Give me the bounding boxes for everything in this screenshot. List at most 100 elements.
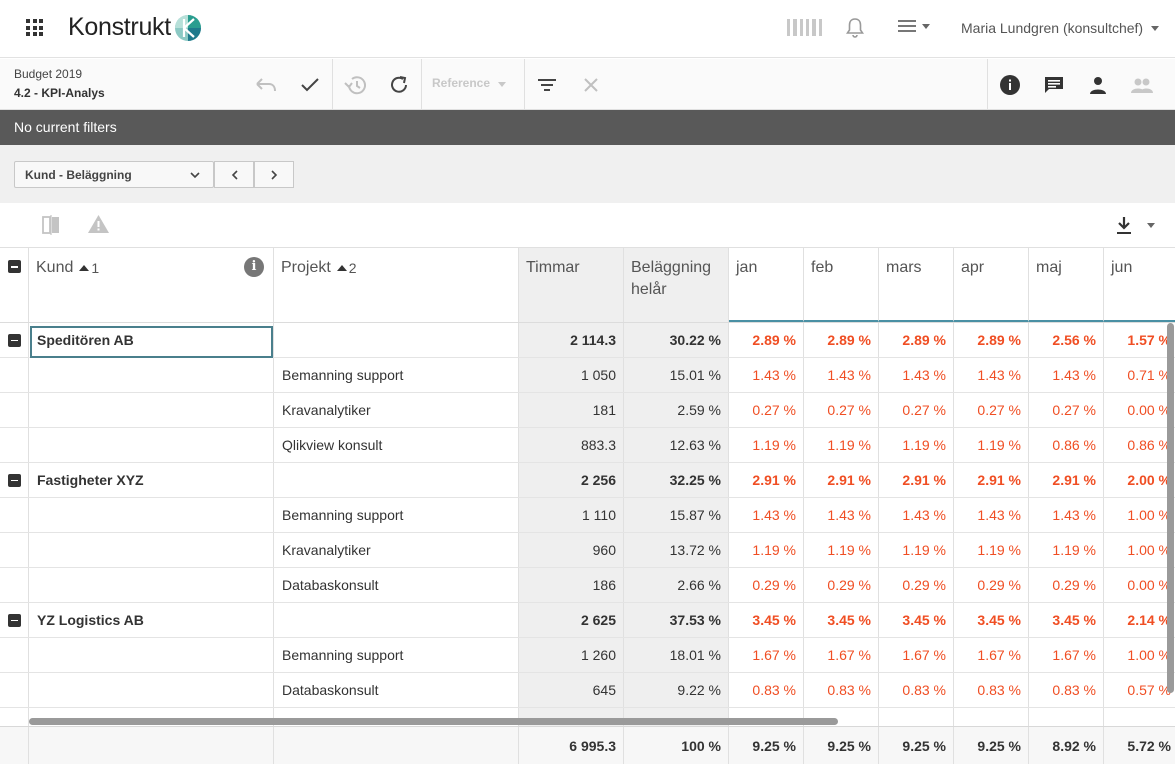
cell-kund[interactable] <box>29 673 274 707</box>
cell-belaggning[interactable]: 2.66 % <box>624 568 729 602</box>
cell-month-4[interactable]: 3.45 % <box>1029 603 1104 637</box>
cell-belaggning[interactable]: 13.72 % <box>624 533 729 567</box>
header-month-2[interactable]: mars <box>879 248 954 322</box>
cell-month-3[interactable]: 2.91 % <box>954 463 1029 497</box>
cell-month-2[interactable]: 1.19 % <box>879 533 954 567</box>
cell-belaggning[interactable]: 9.22 % <box>624 673 729 707</box>
cell-month-1[interactable]: 0.83 % <box>804 673 879 707</box>
cell-month-5[interactable]: 1.00 % <box>1104 498 1175 532</box>
cell-timmar[interactable]: 1 260 <box>519 638 624 672</box>
cell-month-1[interactable]: 3.45 % <box>804 603 879 637</box>
cell-timmar[interactable]: 1 050 <box>519 358 624 392</box>
info-button[interactable] <box>998 73 1022 97</box>
download-chevron-icon[interactable] <box>1147 223 1155 228</box>
cell-month-1[interactable]: 2.91 % <box>804 463 879 497</box>
header-month-5[interactable]: jun <box>1104 248 1175 322</box>
cell-month-0[interactable]: 1.19 % <box>729 428 804 462</box>
vertical-scrollbar[interactable] <box>1167 323 1174 693</box>
cell-month-2[interactable]: 1.19 % <box>879 428 954 462</box>
cell-month-2[interactable]: 1.43 % <box>879 358 954 392</box>
cell-month-5[interactable]: 1.00 % <box>1104 533 1175 567</box>
cell-month-5[interactable]: 0.00 % <box>1104 568 1175 602</box>
cell-projekt[interactable]: Databaskonsult <box>274 568 519 602</box>
header-month-0[interactable]: jan <box>729 248 804 322</box>
cell-month-3[interactable]: 1.43 % <box>954 358 1029 392</box>
cell-projekt[interactable]: Databaskonsult <box>274 673 519 707</box>
cell-month-2[interactable]: 2.89 % <box>879 323 954 357</box>
cell-month-1[interactable]: 1.43 % <box>804 358 879 392</box>
cell-month-5[interactable]: 1.00 % <box>1104 638 1175 672</box>
cell-month-1[interactable]: 1.19 % <box>804 533 879 567</box>
cell-belaggning[interactable]: 15.01 % <box>624 358 729 392</box>
view-select[interactable]: Kund - Beläggning <box>14 161 214 188</box>
cell-kund[interactable]: YZ Logistics AB <box>29 603 274 637</box>
cell-month-2[interactable]: 3.45 % <box>879 603 954 637</box>
cell-belaggning[interactable]: 37.53 % <box>624 603 729 637</box>
header-belaggning[interactable]: Beläggning helår <box>624 248 729 322</box>
cell-month-3[interactable]: 1.67 % <box>954 638 1029 672</box>
cell-projekt[interactable] <box>274 603 519 637</box>
next-view-button[interactable] <box>254 161 294 188</box>
cell-month-3[interactable]: 1.19 % <box>954 533 1029 567</box>
cell-belaggning[interactable]: 18.01 % <box>624 638 729 672</box>
cell-month-4[interactable]: 2.91 % <box>1029 463 1104 497</box>
cell-month-4[interactable]: 1.19 % <box>1029 533 1104 567</box>
cell-kund[interactable] <box>29 498 274 532</box>
info-icon[interactable]: i <box>244 257 264 277</box>
cell-month-2[interactable]: 0.29 % <box>879 568 954 602</box>
undo-button[interactable] <box>254 73 278 97</box>
cell-timmar[interactable]: 883.3 <box>519 428 624 462</box>
cell-projekt[interactable]: Kravanalytiker <box>274 533 519 567</box>
collapse-row-button[interactable] <box>0 323 29 357</box>
cell-month-4[interactable]: 0.83 % <box>1029 673 1104 707</box>
cell-month-0[interactable]: 1.43 % <box>729 358 804 392</box>
cell-projekt[interactable]: Bemanning support <box>274 638 519 672</box>
compare-icon[interactable] <box>41 215 61 235</box>
cell-month-4[interactable]: 2.56 % <box>1029 323 1104 357</box>
header-timmar[interactable]: Timmar <box>519 248 624 322</box>
previous-view-button[interactable] <box>214 161 254 188</box>
cell-month-5[interactable]: 0.00 % <box>1104 393 1175 427</box>
cell-kund[interactable] <box>29 568 274 602</box>
cell-month-4[interactable]: 0.86 % <box>1029 428 1104 462</box>
comments-button[interactable] <box>1042 73 1066 97</box>
cell-month-3[interactable]: 3.45 % <box>954 603 1029 637</box>
cell-month-2[interactable]: 1.67 % <box>879 638 954 672</box>
cell-month-0[interactable]: 0.29 % <box>729 568 804 602</box>
cell-month-2[interactable]: 1.43 % <box>879 498 954 532</box>
cell-projekt[interactable]: Bemanning support <box>274 358 519 392</box>
main-menu-button[interactable] <box>898 19 930 33</box>
cell-month-4[interactable]: 1.43 % <box>1029 498 1104 532</box>
cell-month-0[interactable]: 3.45 % <box>729 603 804 637</box>
cell-month-3[interactable]: 1.43 % <box>954 498 1029 532</box>
cell-month-0[interactable]: 1.67 % <box>729 638 804 672</box>
reference-select[interactable]: Reference <box>432 76 491 90</box>
cell-month-4[interactable]: 0.29 % <box>1029 568 1104 602</box>
header-kund[interactable]: Kund 1 i <box>29 248 274 322</box>
cell-kund[interactable] <box>29 533 274 567</box>
cell-projekt[interactable]: Kravanalytiker <box>274 393 519 427</box>
cell-month-1[interactable]: 2.89 % <box>804 323 879 357</box>
cell-belaggning[interactable]: 32.25 % <box>624 463 729 497</box>
cell-month-0[interactable]: 0.27 % <box>729 393 804 427</box>
cell-timmar[interactable]: 645 <box>519 673 624 707</box>
breadcrumb-budget[interactable]: Budget 2019 <box>14 67 83 81</box>
cell-month-4[interactable]: 1.43 % <box>1029 358 1104 392</box>
cell-kund[interactable] <box>29 358 274 392</box>
cell-belaggning[interactable]: 2.59 % <box>624 393 729 427</box>
cell-month-2[interactable]: 0.27 % <box>879 393 954 427</box>
cell-month-4[interactable]: 0.27 % <box>1029 393 1104 427</box>
cell-kund[interactable] <box>29 638 274 672</box>
cell-month-5[interactable]: 2.00 % <box>1104 463 1175 497</box>
cell-month-3[interactable]: 0.29 % <box>954 568 1029 602</box>
cell-month-0[interactable]: 1.19 % <box>729 533 804 567</box>
user-menu[interactable]: Maria Lundgren (konsultchef) <box>961 20 1144 36</box>
filter-button[interactable] <box>535 73 559 97</box>
cell-month-0[interactable]: 1.43 % <box>729 498 804 532</box>
cell-kund[interactable] <box>29 393 274 427</box>
cell-timmar[interactable]: 186 <box>519 568 624 602</box>
cell-month-5[interactable]: 0.86 % <box>1104 428 1175 462</box>
cell-month-5[interactable]: 0.71 % <box>1104 358 1175 392</box>
history-button[interactable] <box>343 73 367 97</box>
barcode-icon[interactable] <box>787 19 822 36</box>
